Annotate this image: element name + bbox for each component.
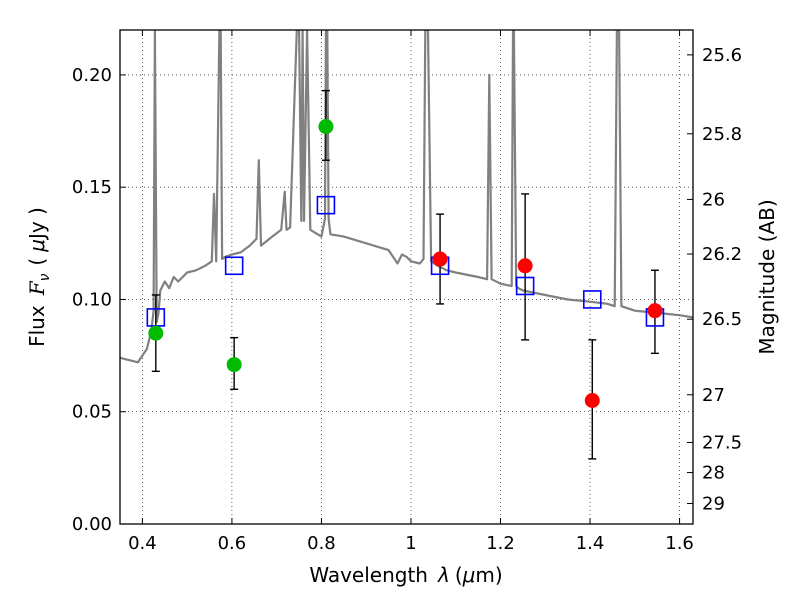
mag-tick-label: 26 (702, 189, 725, 210)
y-tick-label: 0.20 (72, 65, 112, 86)
model-photometry-square (515, 276, 535, 296)
x-tick-label: 0.8 (307, 533, 336, 554)
mag-tick-label: 25.8 (702, 124, 742, 145)
y-tick-label: 0.15 (72, 177, 112, 198)
observed-point (226, 357, 242, 373)
y-tick-label: 0.05 (72, 402, 112, 423)
x-tick-label: 0.4 (128, 533, 157, 554)
x-tick-label: 1.2 (486, 533, 515, 554)
observed-point (584, 393, 600, 408)
sed-line-layer (120, 30, 693, 364)
observed-point (318, 119, 334, 135)
observed-points-layer (148, 119, 663, 408)
y2-axis-label: Magnitude (AB) (755, 199, 779, 354)
sed-model-line (120, 30, 693, 364)
observed-point (517, 258, 533, 274)
x-tick-label: 1.4 (576, 533, 605, 554)
model-photometry-layer (146, 195, 665, 327)
plot-frame (119, 29, 694, 525)
mag-tick-label: 27.5 (702, 432, 742, 453)
mag-tick-label: 25.6 (702, 45, 742, 66)
grid-lines (120, 30, 693, 525)
mag-tick-label: 29 (702, 494, 725, 515)
x-tick-label: 1 (405, 533, 416, 554)
x-axis-label: Wavelength λ (μm) (309, 563, 502, 587)
model-photometry-square (224, 256, 244, 276)
tick-labels: 0.4 0.6 0.8 1 1.2 1.4 1.6 0.00 0.05 0.10 0.15 0.20 2… (72, 45, 742, 554)
mag-tick-label: 28 (702, 463, 725, 484)
x-tick-label: 0.6 (218, 533, 247, 554)
model-photometry-square (316, 195, 336, 215)
observed-point (148, 325, 164, 341)
y-axis-label: FluxFν(μJy ) (25, 207, 53, 347)
y-tick-label: 0.10 (72, 289, 112, 310)
mag-tick-label: 27 (702, 385, 725, 406)
observed-point (432, 251, 448, 267)
model-photometry-square (582, 290, 602, 309)
y-tick-label: 0.00 (72, 514, 112, 535)
axis-ticks (120, 30, 693, 525)
observed-point (647, 303, 663, 319)
x-tick-label: 1.6 (665, 533, 694, 554)
mag-tick-label: 26.2 (702, 244, 742, 265)
mag-tick-label: 26.5 (702, 309, 742, 330)
